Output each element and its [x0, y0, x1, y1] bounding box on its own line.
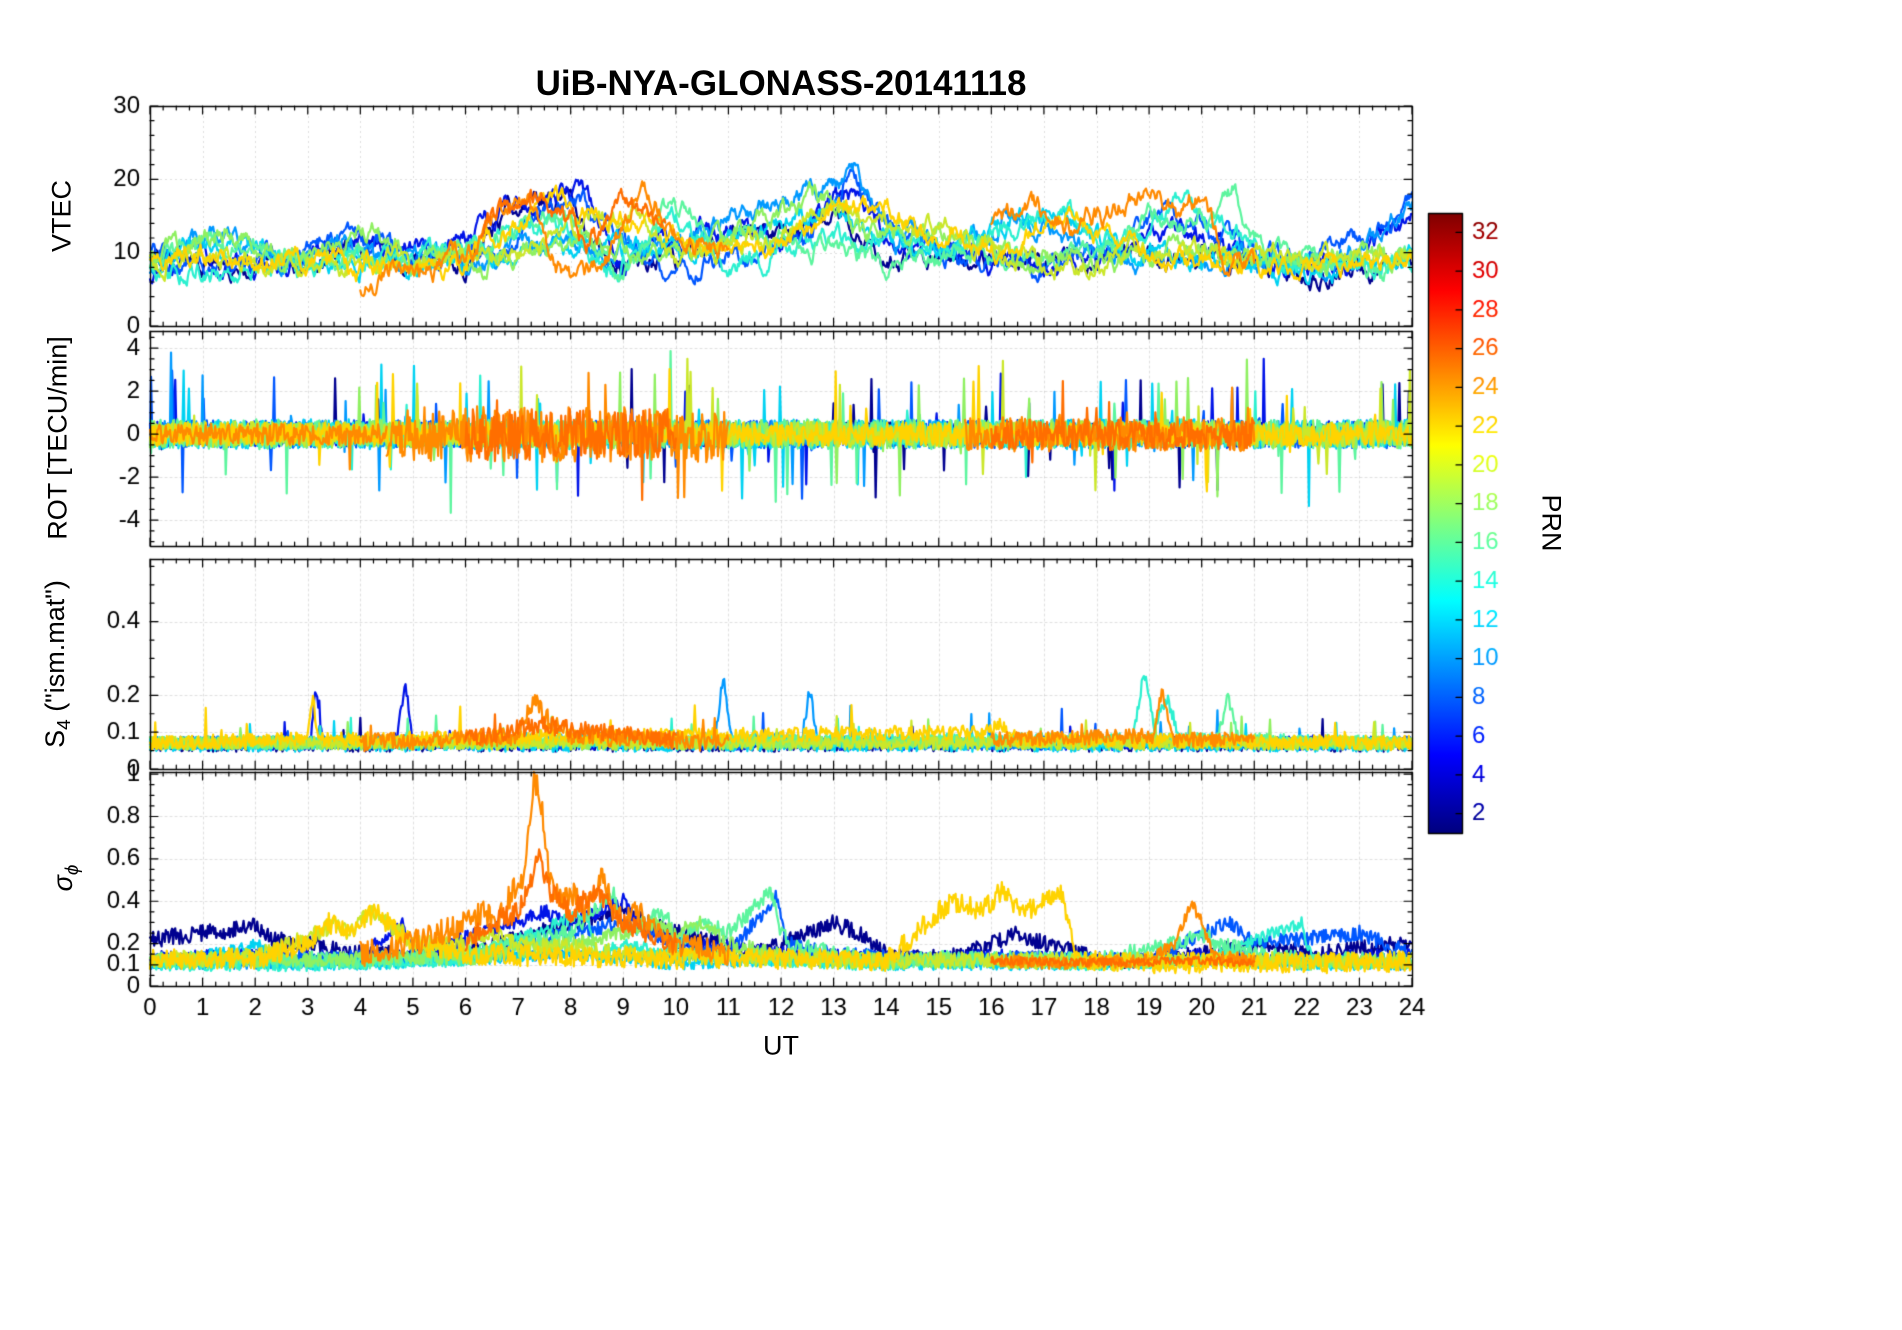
s4-label-rest: ("ism.mat") — [39, 580, 70, 720]
colorbar-label: PRN — [1536, 494, 1567, 552]
s4-label-sub: 4 — [54, 719, 76, 730]
s4-axis-label: S4 ("ism.mat") — [40, 580, 76, 748]
sigma-label-sub: ϕ — [62, 864, 84, 876]
s4-label-main: S — [39, 729, 70, 748]
x-axis-label: UT — [763, 1030, 799, 1061]
vtec-axis-label: VTEC — [46, 179, 77, 253]
chart-title: UiB-NYA-GLONASS-20141118 — [535, 64, 1027, 103]
rot-axis-label: ROT [TECU/min] — [42, 336, 73, 540]
sigma-label-main: σ — [47, 875, 78, 892]
sigma-phi-axis-label: σϕ — [48, 865, 84, 892]
